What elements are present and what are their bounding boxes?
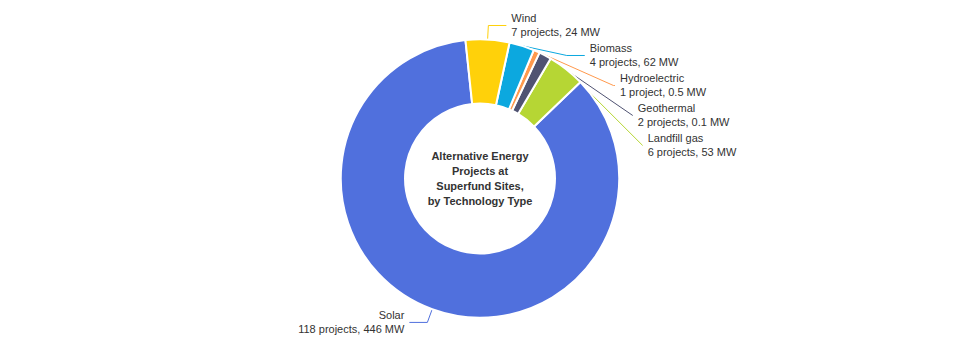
svg-text:Wind: Wind [511,12,536,24]
svg-text:Superfund Sites,: Superfund Sites, [436,180,523,192]
svg-text:Solar: Solar [379,309,405,321]
svg-text:118 projects, 446 MW: 118 projects, 446 MW [298,323,405,335]
svg-text:by Technology Type: by Technology Type [428,195,533,207]
svg-text:6 projects, 53 MW: 6 projects, 53 MW [648,146,737,158]
svg-text:Projects at: Projects at [452,165,509,177]
svg-text:4 projects, 62 MW: 4 projects, 62 MW [590,56,679,68]
svg-text:Biomass: Biomass [590,42,633,54]
svg-text:7 projects, 24 MW: 7 projects, 24 MW [511,26,600,38]
svg-text:Hydroelectric: Hydroelectric [620,72,685,84]
svg-text:Landfill gas: Landfill gas [648,132,704,144]
svg-text:Alternative Energy: Alternative Energy [431,150,529,162]
svg-text:Geothermal: Geothermal [638,102,695,114]
svg-text:1 project, 0.5 MW: 1 project, 0.5 MW [620,86,707,98]
svg-text:2 projects, 0.1 MW: 2 projects, 0.1 MW [638,116,730,128]
